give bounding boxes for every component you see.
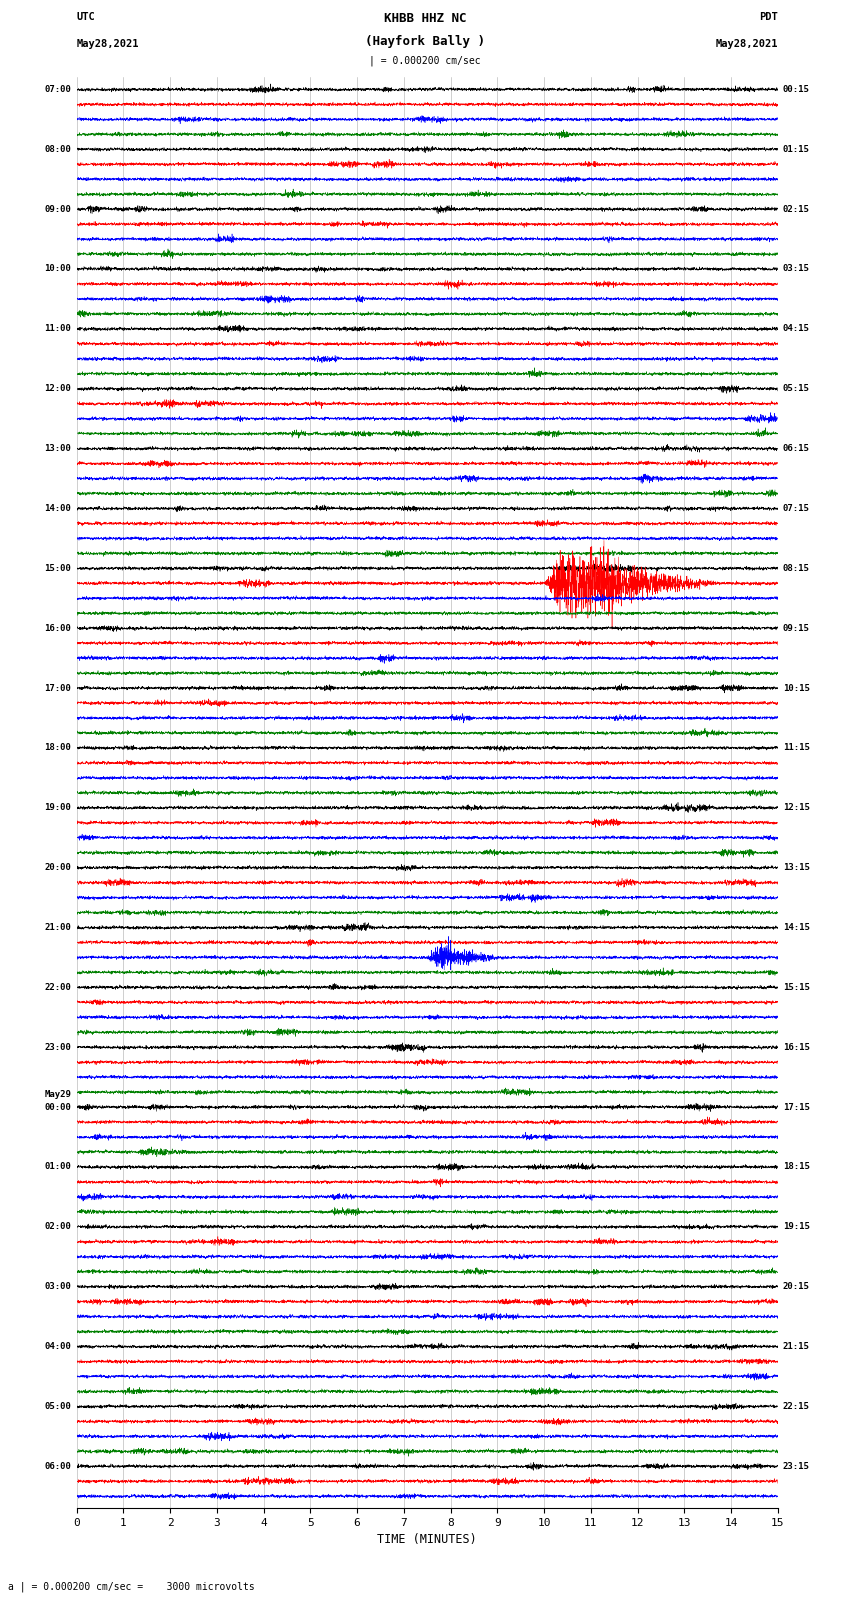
Text: 16:00: 16:00 <box>44 624 71 632</box>
Text: 04:00: 04:00 <box>44 1342 71 1352</box>
Text: 02:15: 02:15 <box>783 205 810 213</box>
Text: 13:15: 13:15 <box>783 863 810 873</box>
Text: PDT: PDT <box>759 11 778 21</box>
Text: 14:00: 14:00 <box>44 503 71 513</box>
Text: 07:00: 07:00 <box>44 85 71 94</box>
Text: 06:15: 06:15 <box>783 444 810 453</box>
Text: 19:00: 19:00 <box>44 803 71 813</box>
Text: 14:15: 14:15 <box>783 923 810 932</box>
Text: 13:00: 13:00 <box>44 444 71 453</box>
Text: May28,2021: May28,2021 <box>76 39 139 48</box>
Text: 04:15: 04:15 <box>783 324 810 334</box>
Text: 01:00: 01:00 <box>44 1163 71 1171</box>
Text: 02:00: 02:00 <box>44 1223 71 1231</box>
Text: 20:15: 20:15 <box>783 1282 810 1290</box>
Text: 22:00: 22:00 <box>44 982 71 992</box>
Text: 21:00: 21:00 <box>44 923 71 932</box>
Text: 01:15: 01:15 <box>783 145 810 153</box>
Text: | = 0.000200 cm/sec: | = 0.000200 cm/sec <box>369 56 481 66</box>
Text: 03:15: 03:15 <box>783 265 810 274</box>
Text: 10:00: 10:00 <box>44 265 71 274</box>
Text: 23:15: 23:15 <box>783 1461 810 1471</box>
Text: 08:00: 08:00 <box>44 145 71 153</box>
Text: 17:15: 17:15 <box>783 1103 810 1111</box>
X-axis label: TIME (MINUTES): TIME (MINUTES) <box>377 1534 477 1547</box>
Text: 22:15: 22:15 <box>783 1402 810 1411</box>
Text: 09:15: 09:15 <box>783 624 810 632</box>
Text: 16:15: 16:15 <box>783 1042 810 1052</box>
Text: 00:00: 00:00 <box>44 1103 71 1111</box>
Text: 15:15: 15:15 <box>783 982 810 992</box>
Text: 08:15: 08:15 <box>783 565 810 573</box>
Text: 10:15: 10:15 <box>783 684 810 692</box>
Text: a | = 0.000200 cm/sec =    3000 microvolts: a | = 0.000200 cm/sec = 3000 microvolts <box>8 1582 255 1592</box>
Text: 23:00: 23:00 <box>44 1042 71 1052</box>
Text: 06:00: 06:00 <box>44 1461 71 1471</box>
Text: KHBB HHZ NC: KHBB HHZ NC <box>383 11 467 24</box>
Text: 18:00: 18:00 <box>44 744 71 752</box>
Text: 05:00: 05:00 <box>44 1402 71 1411</box>
Text: 19:15: 19:15 <box>783 1223 810 1231</box>
Text: 12:00: 12:00 <box>44 384 71 394</box>
Text: 09:00: 09:00 <box>44 205 71 213</box>
Text: May28,2021: May28,2021 <box>715 39 778 48</box>
Text: (Hayfork Bally ): (Hayfork Bally ) <box>365 35 485 48</box>
Text: 15:00: 15:00 <box>44 565 71 573</box>
Text: 12:15: 12:15 <box>783 803 810 813</box>
Text: 21:15: 21:15 <box>783 1342 810 1352</box>
Text: 17:00: 17:00 <box>44 684 71 692</box>
Text: 11:15: 11:15 <box>783 744 810 752</box>
Text: 07:15: 07:15 <box>783 503 810 513</box>
Text: 20:00: 20:00 <box>44 863 71 873</box>
Text: May29: May29 <box>44 1090 71 1098</box>
Text: 18:15: 18:15 <box>783 1163 810 1171</box>
Text: 11:00: 11:00 <box>44 324 71 334</box>
Text: 00:15: 00:15 <box>783 85 810 94</box>
Text: 03:00: 03:00 <box>44 1282 71 1290</box>
Text: UTC: UTC <box>76 11 95 21</box>
Text: 05:15: 05:15 <box>783 384 810 394</box>
